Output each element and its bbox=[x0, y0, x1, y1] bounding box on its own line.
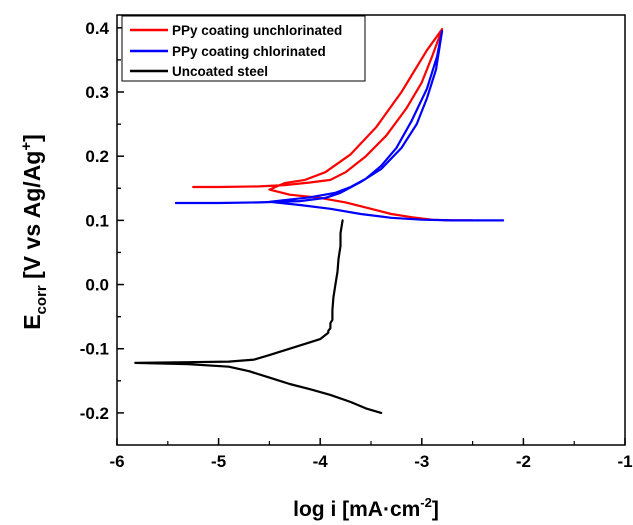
y-axis-title-sub: corr bbox=[33, 285, 50, 314]
x-tick-label: -1 bbox=[617, 452, 632, 471]
y-tick-label: 0.4 bbox=[85, 19, 109, 38]
y-axis-title-sup: + bbox=[18, 142, 35, 151]
y-axis-title: Ecorr [V vs Ag/Ag+] bbox=[18, 134, 50, 330]
legend-label-uncoated: Uncoated steel bbox=[172, 64, 268, 79]
x-tick-label: -2 bbox=[516, 452, 531, 471]
y-tick-label: 0.1 bbox=[85, 211, 109, 230]
series-uncoated-line bbox=[134, 219, 383, 414]
y-axis-ticks: -0.2 -0.1 0.0 0.1 0.2 0.3 0.4 bbox=[80, 19, 124, 423]
legend-item-chlorinated: PPy coating chlorinated bbox=[130, 44, 326, 59]
y-tick-label: 0.0 bbox=[85, 276, 109, 295]
x-tick-label: -3 bbox=[414, 452, 429, 471]
x-axis-title: log i [mA·cm-2] bbox=[293, 495, 439, 521]
x-axis-ticks: -6 -5 -4 -3 -2 -1 bbox=[109, 438, 633, 471]
y-tick-label: -0.1 bbox=[80, 340, 109, 359]
x-tick-label: -4 bbox=[313, 452, 329, 471]
series-chlorinated-line bbox=[174, 29, 505, 222]
legend-label-unchlorinated: PPy coating unchlorinated bbox=[172, 23, 342, 38]
y-tick-label: 0.3 bbox=[85, 83, 109, 102]
legend-item-unchlorinated: PPy coating unchlorinated bbox=[130, 23, 342, 38]
x-tick-label: -5 bbox=[211, 452, 226, 471]
x-axis-title-sup: -2 bbox=[420, 495, 432, 510]
plot-frame bbox=[116, 14, 626, 446]
legend-item-uncoated: Uncoated steel bbox=[130, 64, 268, 79]
y-tick-label: -0.2 bbox=[80, 404, 109, 423]
x-tick-label: -6 bbox=[109, 452, 124, 471]
y-tick-label: 0.2 bbox=[85, 147, 109, 166]
legend-label-chlorinated: PPy coating chlorinated bbox=[172, 44, 326, 59]
series-lines bbox=[134, 28, 505, 414]
legend: PPy coating unchlorinated PPy coating ch… bbox=[121, 15, 366, 82]
series-unchlorinated-line bbox=[192, 28, 474, 222]
